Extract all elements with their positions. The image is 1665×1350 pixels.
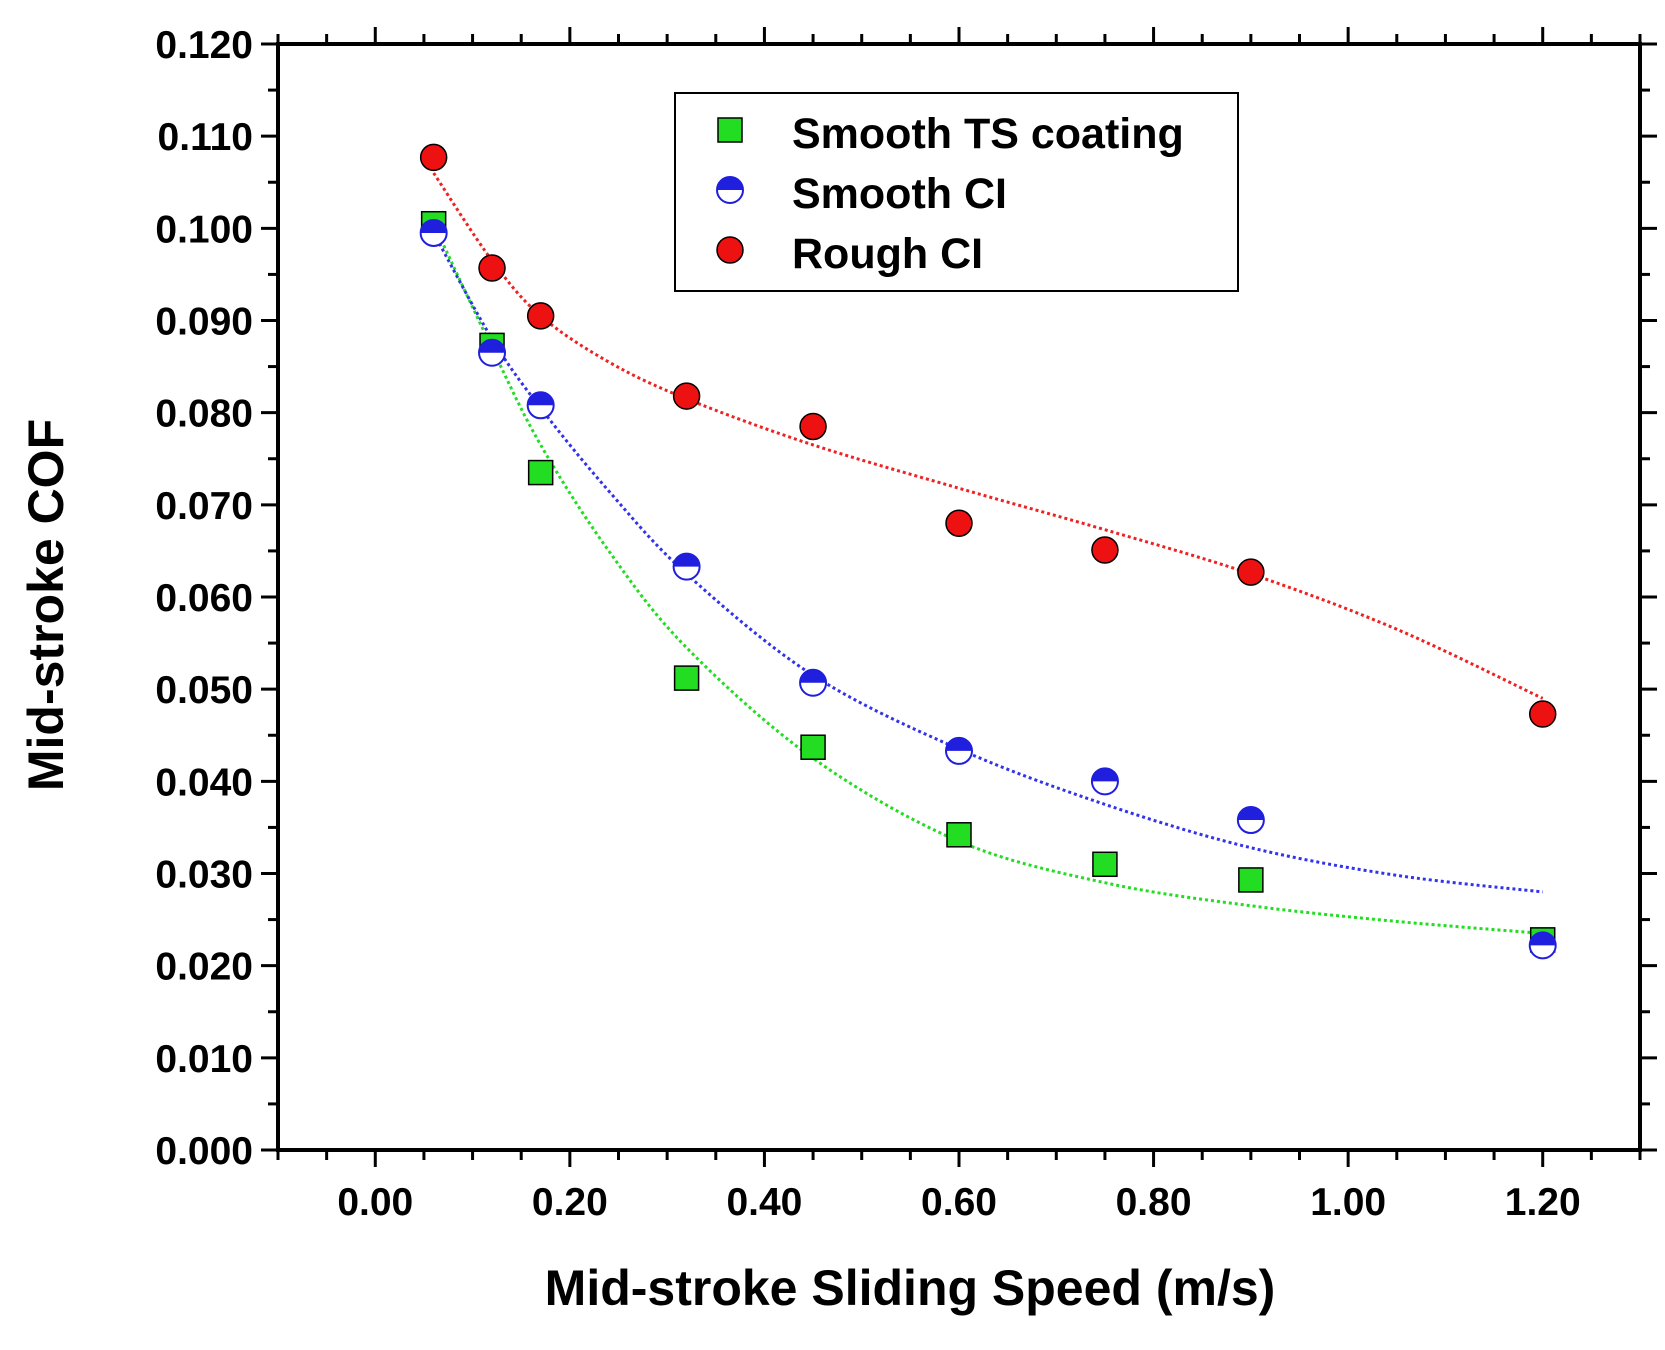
data-point	[526, 302, 555, 330]
x-tick-label: 0.40	[726, 1181, 802, 1224]
y-tick-label: 0.110	[158, 116, 253, 159]
axis-ticks: 0.00 0.20 0.40 0.60 0.80 1.00 1.20 0.000 0.010 0.…	[155, 24, 1657, 1224]
legend-label: Rough CI	[792, 230, 983, 278]
marker-half-fill	[1529, 932, 1556, 946]
legend-marker	[717, 117, 743, 143]
y-tick-label: 0.030	[155, 854, 253, 897]
data-point	[1528, 700, 1557, 728]
legend-label: Smooth CI	[792, 170, 1007, 218]
y-tick-label: 0.060	[155, 577, 253, 620]
y-tick-label: 0.090	[155, 301, 253, 344]
data-point	[799, 668, 828, 697]
marker-half-fill	[479, 339, 506, 353]
data-point	[1528, 931, 1557, 960]
x-tick-label: 0.20	[532, 1181, 608, 1224]
marker-half-fill	[673, 553, 700, 567]
marker-half-fill	[1091, 768, 1118, 782]
y-tick-label: 0.080	[155, 393, 253, 436]
legend-item-smooth-ci: Smooth CI	[716, 170, 1007, 218]
data-point	[419, 218, 448, 247]
data-point	[419, 143, 448, 172]
data-point	[1238, 867, 1264, 893]
marker-half-fill	[946, 737, 972, 751]
legend-box	[674, 92, 1239, 292]
data-point	[1237, 558, 1265, 586]
legend-marker-circle-icon	[716, 236, 744, 264]
data-point	[1092, 851, 1118, 878]
y-tick-label: 0.070	[155, 485, 253, 528]
x-tick-label: 1.20	[1505, 1181, 1581, 1224]
y-tick-label: 0.000	[155, 1130, 253, 1173]
data-point	[946, 822, 972, 848]
trend-line	[432, 232, 1543, 894]
data-point	[1091, 536, 1119, 564]
x-tick-label: 0.60	[921, 1181, 997, 1224]
marker-half-fill	[527, 392, 554, 406]
data-point	[1090, 767, 1119, 796]
trend-line	[432, 223, 1543, 935]
y-tick-label: 0.010	[155, 1038, 253, 1081]
data-point	[800, 734, 826, 760]
x-axis-title: Mid-stroke Sliding Speed (m/s)	[545, 1260, 1276, 1316]
y-axis-title: Mid-stroke COF	[18, 419, 74, 791]
data-point	[945, 509, 973, 538]
marker-half-fill	[800, 669, 827, 683]
data-point	[526, 391, 555, 420]
y-tick-label: 0.100	[155, 208, 253, 251]
legend-marker-half-circle-icon	[716, 176, 744, 204]
y-tick-label: 0.120	[155, 24, 253, 67]
data-points	[419, 143, 1557, 960]
legend: Smooth TS coating Smooth CI Rough CI	[674, 92, 1239, 292]
data-point	[673, 665, 700, 691]
y-tick-label: 0.040	[155, 761, 253, 804]
data-point	[478, 254, 506, 282]
marker-half-fill	[1237, 807, 1264, 821]
data-point	[672, 382, 701, 410]
marker-half-fill	[420, 219, 447, 233]
legend-marker	[716, 236, 744, 264]
x-tick-label: 0.00	[337, 1181, 413, 1224]
y-tick-label: 0.020	[155, 946, 253, 989]
data-point	[1236, 806, 1265, 835]
legend-marker-square-icon	[717, 117, 743, 143]
data-point	[799, 412, 827, 441]
legend-marker	[716, 176, 744, 204]
x-tick-label: 1.00	[1310, 1181, 1386, 1224]
legend-label: Smooth TS coating	[792, 110, 1184, 158]
data-point	[945, 736, 973, 765]
y-tick-label: 0.050	[155, 669, 253, 712]
legend-item-smooth-ts-coating: Smooth TS coating	[717, 110, 1184, 158]
data-point	[527, 459, 554, 486]
marker-half-fill	[717, 177, 743, 190]
x-tick-label: 0.80	[1116, 1181, 1192, 1224]
data-point	[478, 338, 507, 367]
data-point	[672, 552, 701, 581]
legend-item-rough-ci: Rough CI	[716, 230, 983, 278]
